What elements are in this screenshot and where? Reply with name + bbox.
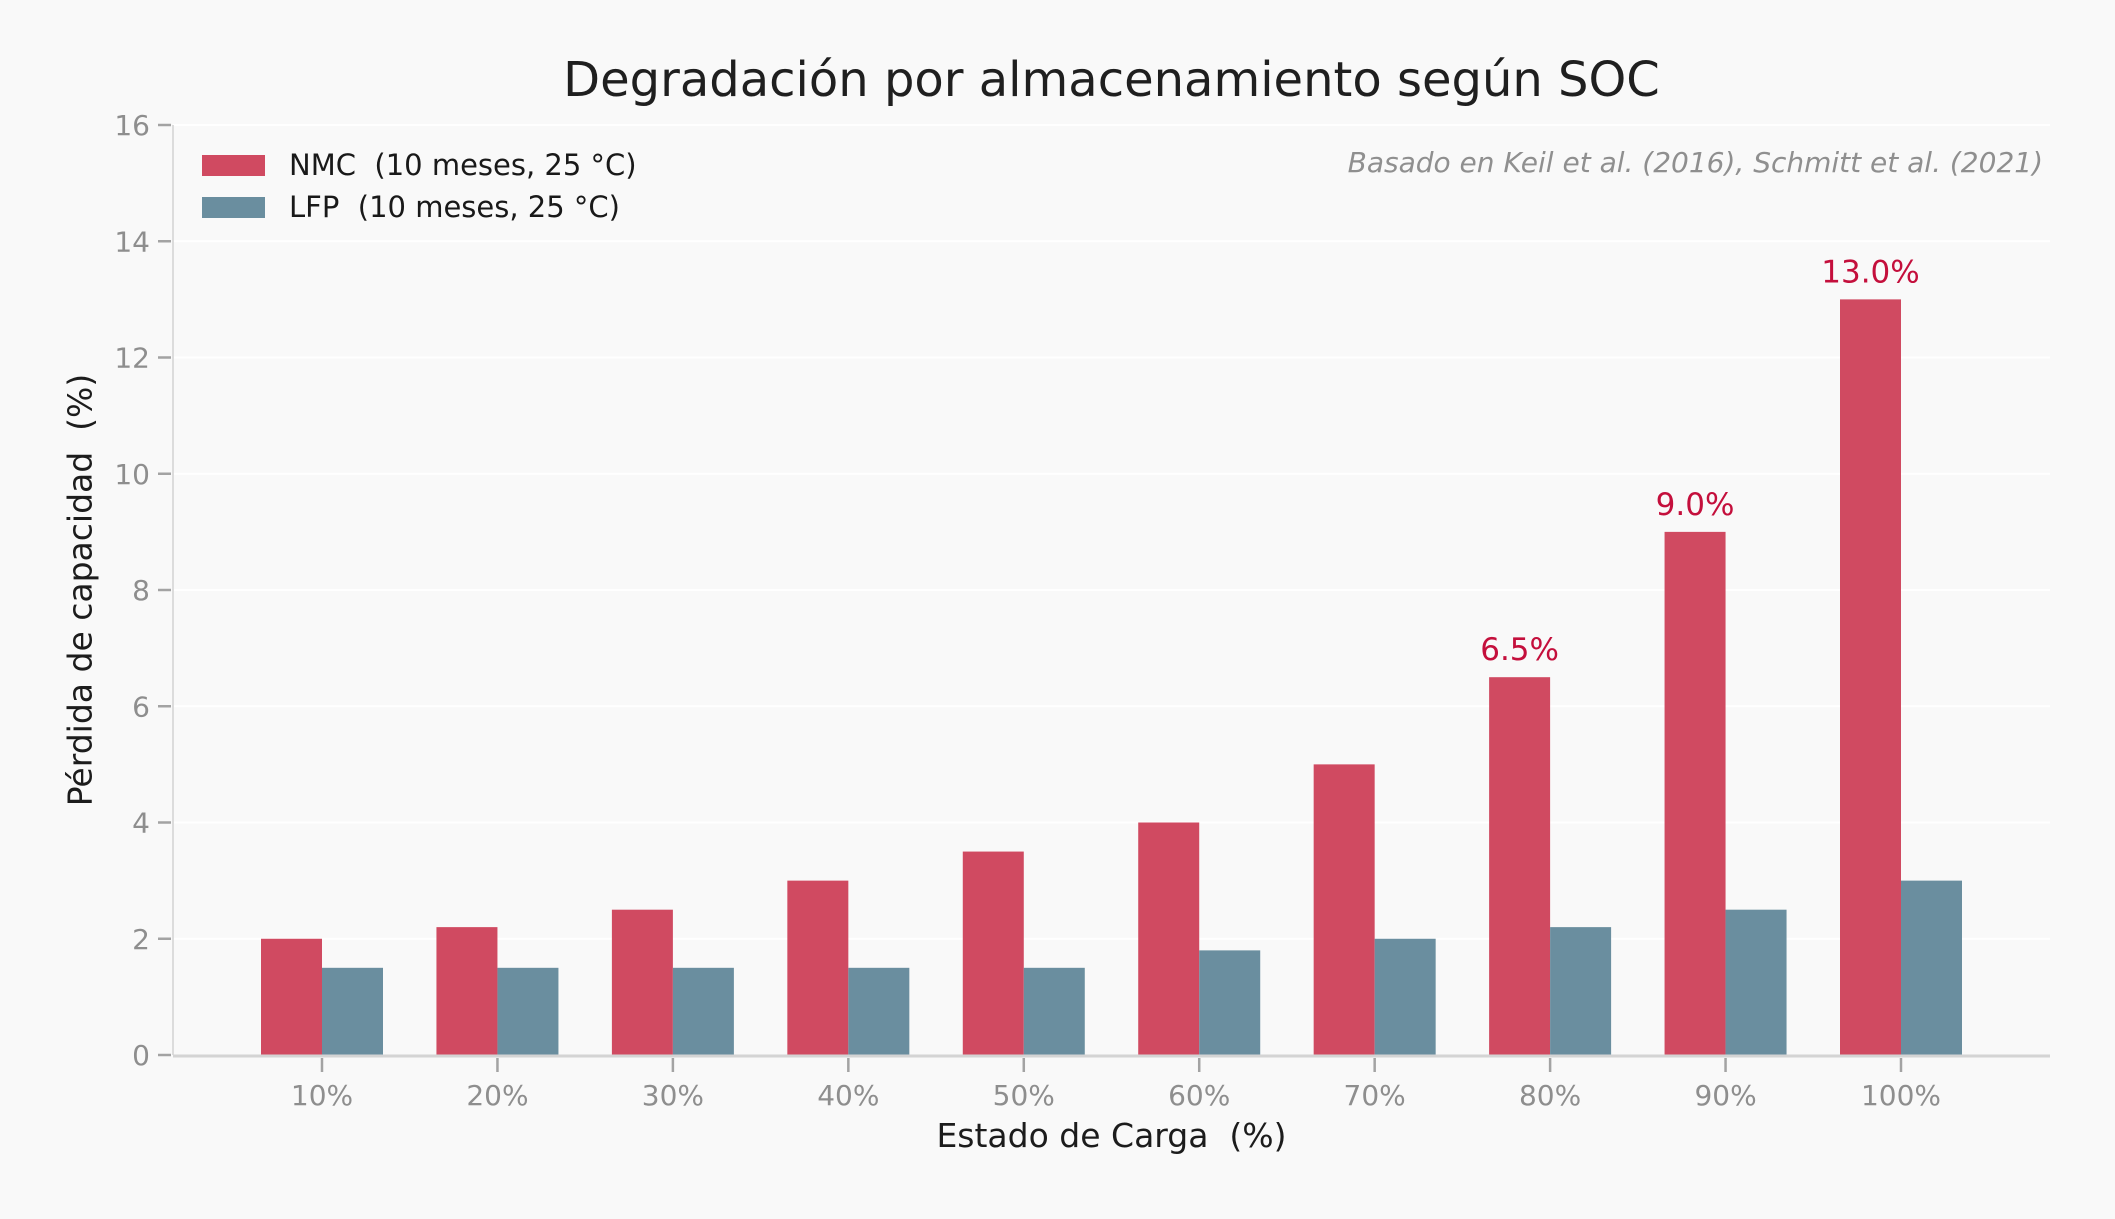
x-tick-label-90%: 90% (1694, 1079, 1756, 1112)
x-tick-label-80%: 80% (1519, 1079, 1581, 1112)
chart-title: Degradación por almacenamiento según SOC (563, 52, 1660, 108)
y-tick-label-12: 12 (114, 342, 150, 375)
x-tick-label-100%: 100% (1861, 1079, 1941, 1112)
bar-nmc-30% (611, 909, 673, 1055)
legend: NMC (10 meses, 25 °C) LFP (10 meses, 25 °… (202, 144, 637, 228)
legend-row-nmc: NMC (10 meses, 25 °C) (202, 144, 637, 186)
y-tick-label-6: 6 (132, 690, 150, 723)
bar-value-label-100%: 13.0% (1821, 254, 1919, 290)
bar-lfp-80% (1550, 927, 1612, 1055)
bar-nmc-50% (962, 851, 1024, 1055)
y-tick-label-14: 14 (114, 225, 150, 258)
bar-nmc-10% (261, 938, 322, 1055)
citation-note: Basado en Keil et al. (2016), Schmitt et… (1347, 146, 2043, 179)
bar-lfp-100% (1901, 880, 1962, 1055)
legend-label-nmc: NMC (10 meses, 25 °C) (289, 148, 637, 182)
bar-lfp-10% (322, 967, 383, 1055)
x-tick-label-50%: 50% (993, 1079, 1055, 1112)
legend-label-lfp: LFP (10 meses, 25 °C) (289, 190, 620, 224)
legend-swatch-lfp (202, 196, 265, 218)
x-tick-label-20%: 20% (466, 1079, 528, 1112)
bar-value-label-80%: 6.5% (1480, 632, 1559, 668)
x-tick-label-70%: 70% (1344, 1079, 1406, 1112)
y-tick-label-8: 8 (132, 574, 150, 607)
bar-lfp-70% (1374, 938, 1436, 1055)
bar-lfp-90% (1725, 909, 1787, 1055)
x-tick-label-30%: 30% (642, 1079, 704, 1112)
bar-nmc-70% (1313, 764, 1375, 1055)
y-tick-label-4: 4 (132, 807, 150, 840)
bar-lfp-60% (1199, 950, 1261, 1055)
bar-nmc-20% (436, 927, 498, 1055)
bar-nmc-60% (1138, 822, 1200, 1055)
bar-nmc-40% (787, 880, 849, 1055)
bar-nmc-80% (1489, 677, 1551, 1055)
y-tick-label-10: 10 (114, 458, 150, 491)
x-tick-label-10%: 10% (291, 1079, 353, 1112)
x-axis-label: Estado de Carga (%) (936, 1116, 1287, 1155)
bar-value-label-90%: 9.0% (1656, 487, 1735, 523)
y-axis-label: Pérdida de capacidad (%) (60, 373, 100, 807)
y-tick-label-16: 16 (114, 109, 150, 142)
bar-lfp-20% (497, 967, 559, 1055)
y-tick-label-2: 2 (132, 923, 150, 956)
x-tick-label-40%: 40% (817, 1079, 879, 1112)
x-tick-label-60%: 60% (1168, 1079, 1230, 1112)
legend-row-lfp: LFP (10 meses, 25 °C) (202, 186, 637, 228)
bar-nmc-90% (1664, 531, 1726, 1055)
y-tick-label-0: 0 (132, 1039, 150, 1072)
legend-swatch-nmc (202, 154, 265, 176)
bar-lfp-40% (848, 967, 910, 1055)
bar-lfp-50% (1023, 967, 1085, 1055)
bar-lfp-30% (672, 967, 734, 1055)
bar-nmc-100% (1840, 299, 1901, 1055)
